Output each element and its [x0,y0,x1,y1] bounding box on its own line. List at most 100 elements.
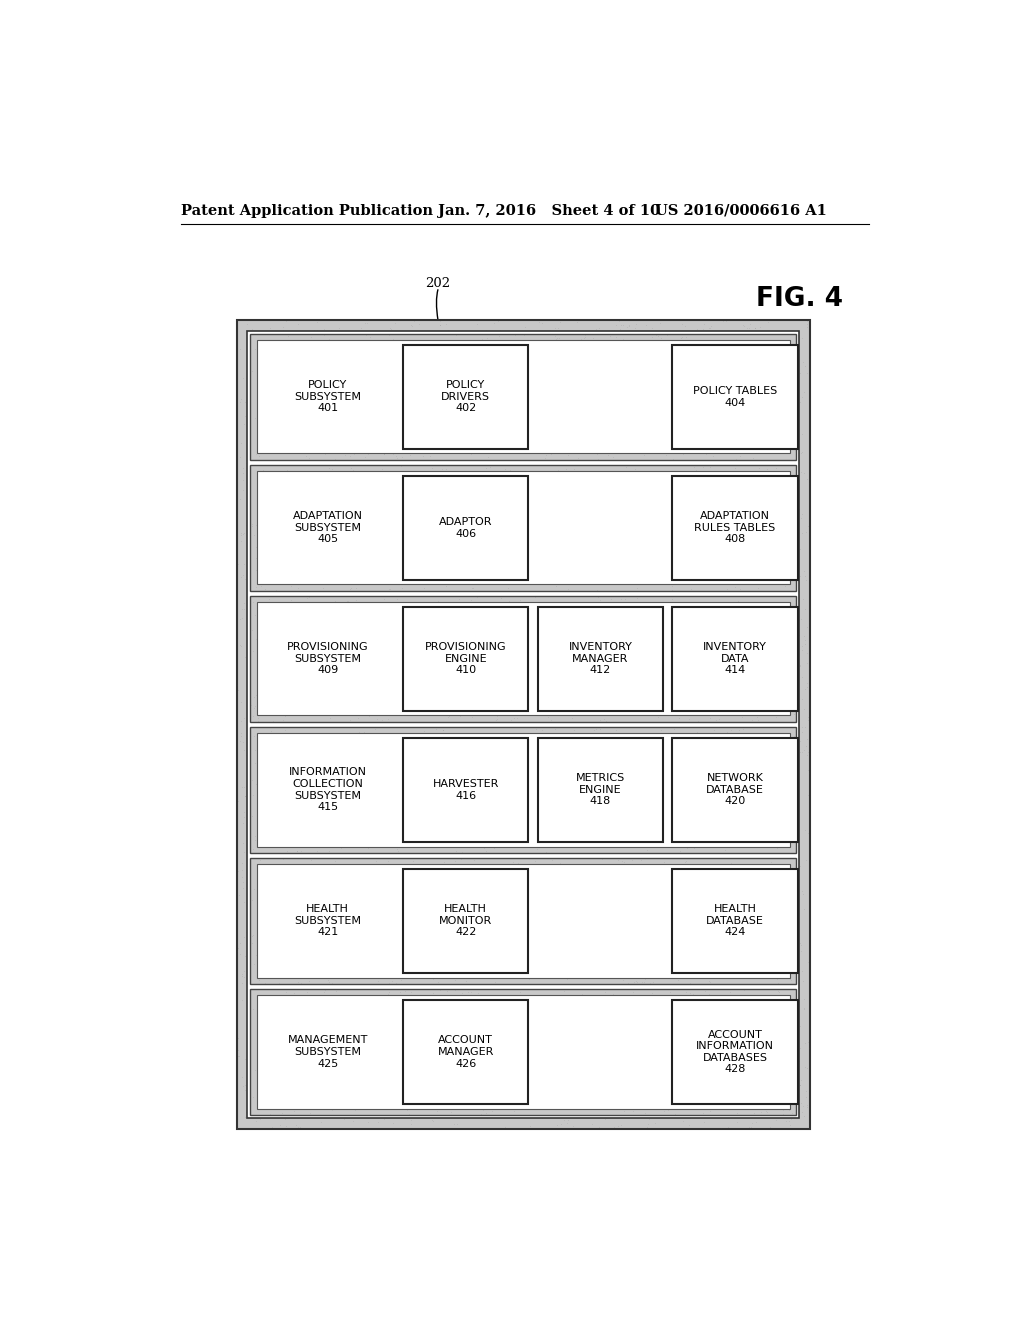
Point [303,326,319,347]
Point [253,576,269,597]
Point [659,325,676,346]
Point [469,314,485,335]
Point [621,315,637,337]
Point [234,878,251,899]
Point [794,742,810,763]
Point [696,981,713,1002]
Point [686,457,702,478]
Point [696,313,713,334]
Bar [538,738,663,842]
Point [785,989,802,1010]
Point [474,329,490,350]
Point [694,457,711,478]
Point [282,1098,298,1119]
Point [380,709,396,730]
Point [792,855,808,876]
Point [376,444,392,465]
Point [740,1117,757,1138]
Point [239,515,255,536]
Point [743,710,760,731]
Point [799,1057,815,1078]
Point [687,459,703,480]
Text: HEALTH
SUBSYSTEM
421: HEALTH SUBSYSTEM 421 [294,904,361,937]
Point [232,609,249,630]
Point [374,459,390,480]
Point [677,315,693,337]
Point [782,969,799,990]
Point [236,598,252,619]
Point [469,586,485,607]
Point [592,589,608,610]
Point [772,1098,788,1119]
Point [239,313,255,334]
Point [232,566,249,587]
Point [614,850,631,871]
Point [238,785,254,807]
Point [797,566,813,587]
Point [667,1104,683,1125]
Point [563,708,580,729]
Point [300,447,316,469]
Point [614,970,631,991]
Point [641,1109,657,1130]
Point [640,1114,656,1135]
Point [387,313,403,334]
Point [796,698,812,719]
Point [232,933,249,954]
Point [797,678,813,700]
Point [496,461,512,482]
Point [794,961,810,982]
Point [543,444,559,465]
Point [800,742,816,763]
Point [792,391,808,412]
Point [566,985,583,1006]
Point [336,1109,352,1130]
Point [229,628,246,649]
Text: 202: 202 [425,277,451,289]
Point [784,791,801,812]
Point [252,1109,268,1130]
Point [237,785,253,807]
Point [274,315,291,337]
Text: ACCOUNT
INFORMATION
DATABASES
428: ACCOUNT INFORMATION DATABASES 428 [696,1030,774,1074]
Text: ADAPTATION
RULES TABLES
408: ADAPTATION RULES TABLES 408 [694,511,775,544]
Point [245,838,261,859]
Point [267,579,284,601]
Point [492,319,508,341]
Point [273,1102,290,1123]
Point [495,319,511,341]
Point [407,591,423,612]
Point [251,970,267,991]
Point [451,589,467,610]
Text: ACCOUNT
MANAGER
426: ACCOUNT MANAGER 426 [437,1035,494,1068]
Point [800,760,816,781]
Point [603,589,620,610]
Text: PROVISIONING
ENGINE
410: PROVISIONING ENGINE 410 [425,643,507,676]
Point [723,853,739,874]
Point [617,461,634,482]
Point [592,709,608,730]
Point [778,1111,795,1133]
Point [247,830,263,851]
Bar [257,995,790,1109]
Point [543,710,559,731]
Point [289,840,305,861]
Point [360,444,377,465]
Point [796,998,812,1019]
Point [345,461,361,482]
Point [734,706,751,727]
Point [547,325,563,346]
Point [236,871,252,892]
Point [750,577,766,598]
Point [637,1102,653,1123]
Point [468,321,484,342]
Point [292,722,308,743]
Point [591,317,607,338]
Point [586,719,602,741]
Point [634,972,650,993]
Point [797,1056,813,1077]
Point [793,1092,809,1113]
Point [501,590,517,611]
Point [617,457,634,478]
Point [792,730,808,751]
